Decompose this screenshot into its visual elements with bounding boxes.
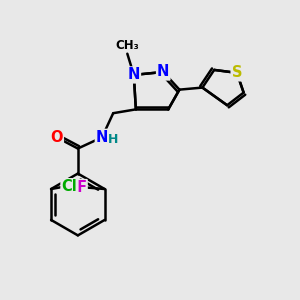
Text: H: H	[108, 133, 119, 146]
Text: O: O	[50, 130, 63, 145]
Text: S: S	[232, 65, 242, 80]
Text: N: N	[128, 68, 140, 82]
Text: CH₃: CH₃	[116, 39, 139, 52]
Text: N: N	[157, 64, 170, 80]
Text: N: N	[96, 130, 108, 145]
Text: F: F	[77, 180, 87, 195]
Text: Cl: Cl	[61, 179, 77, 194]
